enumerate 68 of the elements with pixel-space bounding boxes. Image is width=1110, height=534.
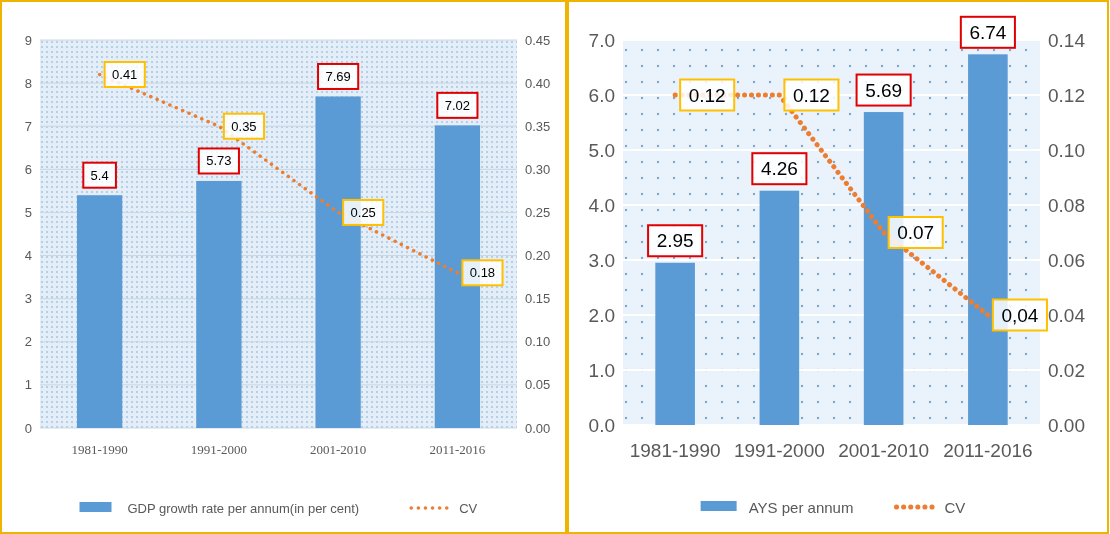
data-label: 0,04: [1001, 304, 1039, 326]
y2-tick-label: 0.10: [1048, 139, 1085, 161]
data-label: 7.69: [325, 68, 351, 84]
y-tick-label: 6: [24, 161, 32, 177]
y-tick-label: 3: [24, 291, 32, 307]
legend-label: AYS per annum: [748, 498, 854, 516]
y2-tick-label: 0.12: [1048, 84, 1085, 106]
y2-tick-label: 0.08: [1048, 194, 1085, 216]
x-tick-label: 2001-2010: [309, 442, 367, 457]
legend-label: GDP growth rate per annum(in per cent): [127, 500, 360, 516]
data-label: 5.69: [865, 79, 903, 101]
y2-tick-label: 0.00: [1048, 414, 1085, 436]
bar: [196, 180, 242, 428]
data-label: 2.95: [656, 230, 694, 252]
y-tick-label: 7: [24, 118, 32, 134]
data-label: 0.18: [469, 265, 496, 281]
bar: [655, 262, 695, 425]
data-label: 6.74: [969, 21, 1007, 43]
y2-tick-label: 0.04: [1048, 304, 1086, 326]
y-tick-label: 1.0: [588, 359, 615, 381]
y-tick-label: 5: [24, 204, 32, 220]
y2-tick-label: 0.05: [525, 377, 551, 393]
y-tick-label: 6.0: [588, 84, 615, 106]
y-tick-label: 4: [24, 248, 32, 264]
y-tick-label: 0.0: [588, 414, 615, 436]
y2-tick-label: 0.40: [525, 75, 551, 91]
y-tick-label: 1: [24, 377, 32, 393]
bar: [76, 195, 123, 428]
y-tick-label: 7.0: [588, 29, 615, 51]
data-label: 7.02: [444, 97, 471, 113]
data-label: 5.73: [206, 153, 232, 169]
data-label: 5.4: [90, 167, 109, 183]
x-tick-label: 1981-1990: [71, 442, 128, 457]
x-tick-label: 2001-2010: [838, 440, 930, 461]
y-tick-label: 4.0: [588, 194, 615, 216]
x-tick-label: 1991-2000: [190, 442, 248, 457]
y-tick-label: 3.0: [588, 249, 615, 271]
y-tick-label: 2.0: [588, 304, 615, 326]
data-label: 0.25: [350, 204, 376, 220]
x-tick-label: 1991-2000: [733, 440, 825, 461]
y2-tick-label: 0.15: [525, 291, 551, 307]
x-tick-label: 1981-1990: [629, 440, 721, 461]
y2-tick-label: 0.06: [1048, 249, 1085, 271]
y2-tick-label: 0.14: [1048, 29, 1086, 51]
y2-tick-label: 0.30: [525, 161, 551, 177]
y-tick-label: 9: [24, 32, 32, 48]
x-tick-label: 2011-2016: [943, 440, 1033, 461]
y-tick-label: 5.0: [588, 139, 615, 161]
y2-tick-label: 0.10: [525, 334, 551, 350]
y2-tick-label: 0.20: [525, 248, 551, 264]
y2-tick-label: 0.00: [525, 420, 551, 436]
y-tick-label: 2: [24, 334, 32, 350]
data-label: 0.07: [897, 222, 935, 243]
data-label: 0.41: [112, 66, 138, 82]
y2-tick-label: 0.45: [525, 32, 551, 48]
data-label: 0.35: [231, 118, 257, 134]
y-tick-label: 0: [24, 420, 32, 436]
y2-tick-label: 0.35: [525, 118, 551, 134]
x-tick-label: 2011-2016: [429, 442, 486, 457]
bar: [759, 190, 800, 425]
y2-tick-label: 0.25: [525, 204, 551, 220]
y-tick-label: 8: [24, 75, 32, 91]
legend-label: CV: [459, 500, 478, 516]
data-label: 0.12: [688, 84, 726, 106]
data-label: 4.26: [760, 158, 798, 180]
legend-label: CV: [944, 498, 966, 516]
data-label: 0.12: [792, 84, 830, 106]
y2-tick-label: 0.02: [1048, 359, 1085, 381]
